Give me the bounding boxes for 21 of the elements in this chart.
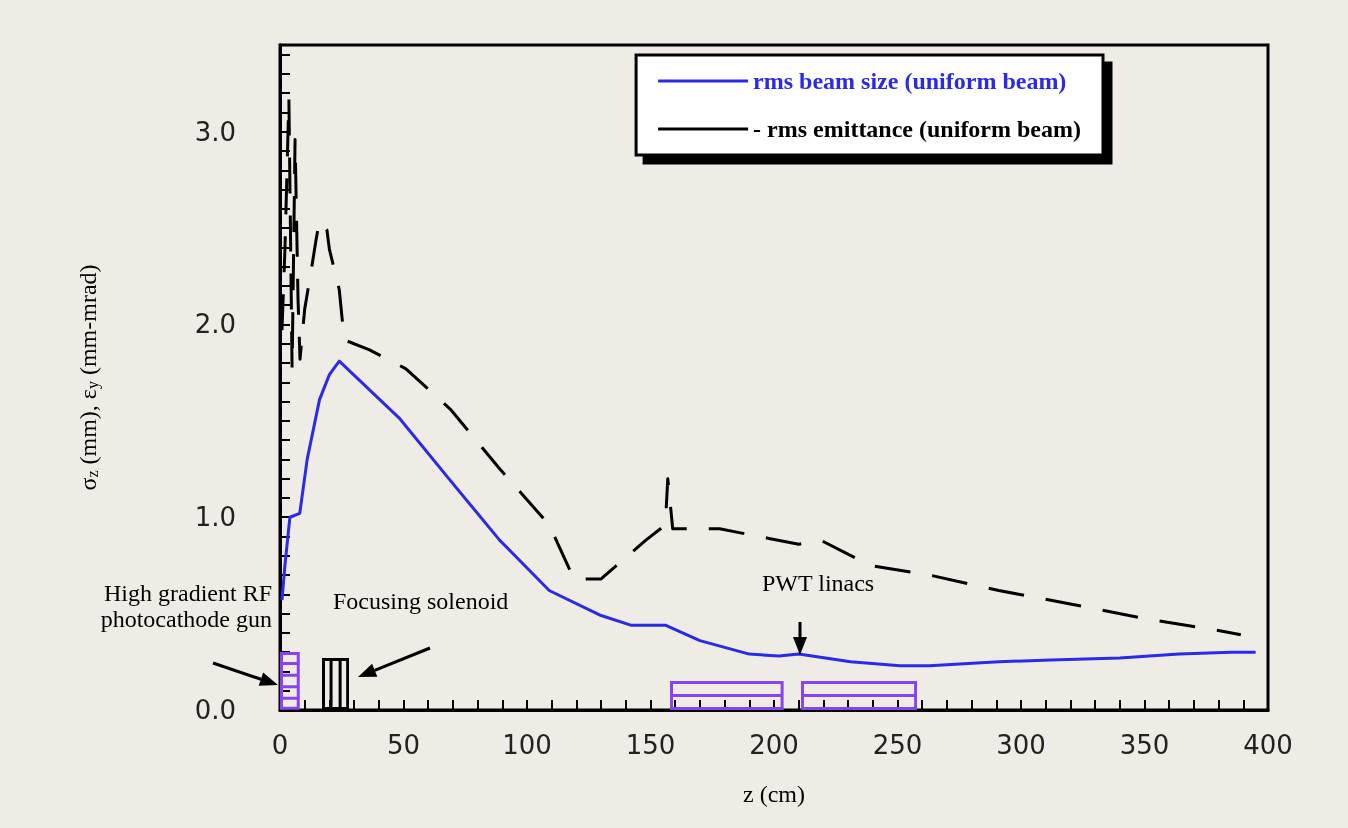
x-axis-title: z (cm) [743,781,805,807]
x-tick-label: 400 [1243,730,1293,760]
annotation: Focusing solenoid [333,588,509,614]
y-tick-label: 1.0 [194,502,236,533]
x-tick-label: 200 [749,730,799,760]
legend-label: rms beam size (uniform beam) [753,68,1067,94]
x-tick-label: 300 [996,730,1046,760]
line-series [280,359,1258,668]
x-tick-label: 100 [502,730,552,760]
x-tick-label: 150 [625,730,676,760]
y-tick-label: 2.0 [194,309,236,340]
y-tick-label: 3.0 [194,116,236,147]
x-tick-label: 250 [872,730,923,760]
annotation: PWT linacs [762,570,875,596]
text: High gradient RF photocathode gun [100,580,272,632]
y-tick-label: 0.0 [194,695,236,725]
y-axis-title: σz (mm), εy (mm-mrad) [75,264,102,491]
x-tick-label: 0 [271,730,289,760]
legend-label: - rms emittance (uniform beam) [753,116,1081,142]
x-tick-label: 350 [1119,730,1170,760]
x-tick-label: 50 [386,730,421,760]
